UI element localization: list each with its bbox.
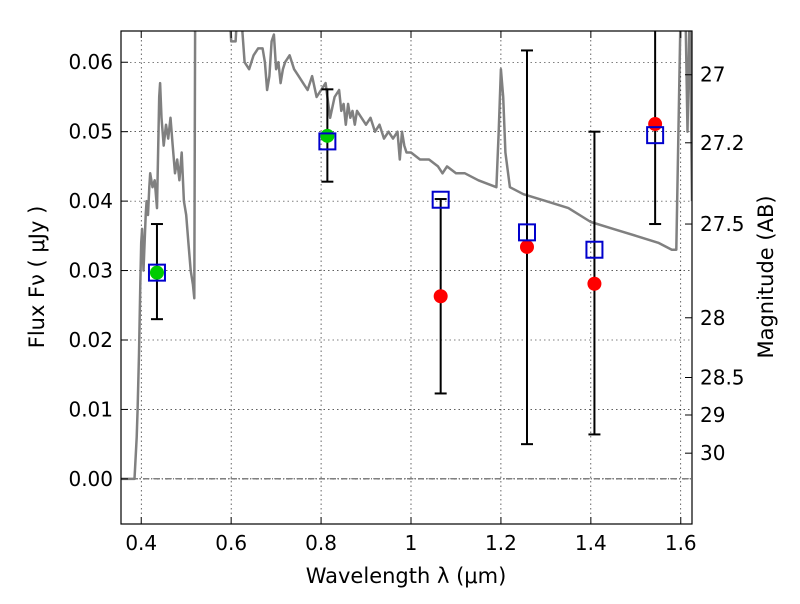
x-tick-label: 1 bbox=[405, 531, 418, 555]
photometry-point bbox=[587, 276, 602, 291]
x-tick-label: 0.8 bbox=[305, 531, 337, 555]
photometry-point bbox=[519, 239, 534, 254]
y-tick-label: 0.02 bbox=[68, 328, 113, 352]
x-tick-label: 0.6 bbox=[215, 531, 247, 555]
model-flux-marker bbox=[431, 190, 450, 209]
y-tick-label: 0.00 bbox=[68, 467, 113, 491]
y-axis-label: Flux Fν ( μJy ) bbox=[25, 206, 49, 349]
x-tick-label: 1.2 bbox=[485, 531, 517, 555]
photometry-point bbox=[648, 117, 663, 132]
template-spectrum-line bbox=[121, 31, 692, 481]
y-tick-label: 0.01 bbox=[68, 397, 113, 421]
plot-frame bbox=[120, 30, 693, 525]
y2-tick-label: 29 bbox=[700, 403, 725, 427]
y2-tick-label: 27.5 bbox=[700, 212, 745, 236]
y-tick-label: 0.06 bbox=[68, 50, 113, 74]
x-axis-label: Wavelength λ (μm) bbox=[306, 564, 507, 588]
model-flux-marker bbox=[585, 240, 604, 259]
error-bar-layer bbox=[150, 31, 662, 446]
x-tick-label: 1.6 bbox=[665, 531, 697, 555]
model-flux-marker bbox=[147, 263, 166, 282]
model-flux-marker bbox=[646, 126, 665, 145]
model-flux-marker bbox=[517, 223, 536, 242]
y2-tick-label: 30 bbox=[700, 441, 725, 465]
x-tick-layer: 0.4 0.6 0.8 1 1.2 1.4 1.6 bbox=[125, 31, 697, 555]
y2-tick-label: 28.5 bbox=[700, 365, 745, 389]
photometry-point-layer bbox=[149, 117, 663, 304]
y-tick-label: 0.05 bbox=[68, 120, 113, 144]
y2-tick-label: 28 bbox=[700, 306, 725, 330]
model-marker-layer bbox=[147, 126, 665, 282]
y2-axis-label: Magnitude (AB) bbox=[754, 195, 778, 358]
y2-tick-layer: 27 27.2 27.5 28 28.5 29 30 bbox=[685, 63, 745, 465]
y-tick-label: 0.03 bbox=[68, 259, 113, 283]
photometry-point bbox=[433, 289, 448, 304]
photometry-point bbox=[149, 265, 164, 280]
grid-layer bbox=[121, 31, 692, 524]
y2-tick-label: 27.2 bbox=[700, 131, 745, 155]
model-flux-marker bbox=[318, 132, 337, 151]
y-tick-layer: 0.00 0.01 0.02 0.03 0.04 0.05 0.06 bbox=[68, 50, 128, 491]
y-tick-label: 0.04 bbox=[68, 189, 113, 213]
x-tick-label: 1.4 bbox=[575, 531, 607, 555]
template-spectrum-layer bbox=[121, 31, 692, 481]
photometry-point bbox=[320, 128, 335, 143]
y2-tick-label: 27 bbox=[700, 63, 725, 87]
x-tick-label: 0.4 bbox=[125, 531, 157, 555]
